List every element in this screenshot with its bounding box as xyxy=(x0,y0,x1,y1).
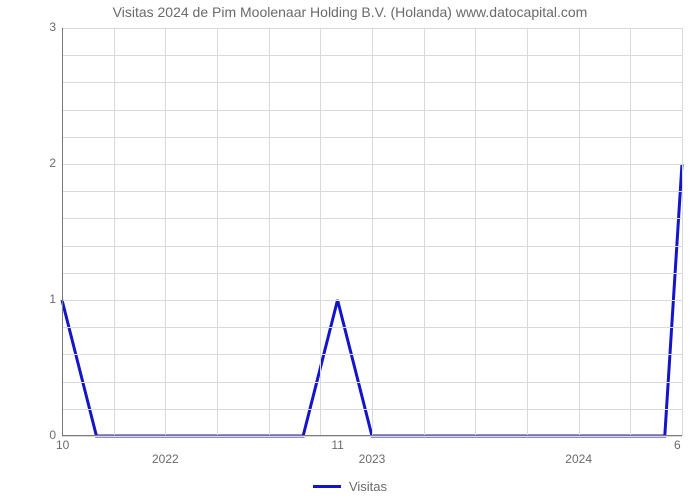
chart-container: { "chart": { "type": "line", "title": "V… xyxy=(0,0,700,500)
chart-title: Visitas 2024 de Pim Moolenaar Holding B.… xyxy=(0,4,700,20)
y-tick-label: 1 xyxy=(26,292,56,306)
gridline-v xyxy=(372,28,373,436)
x-tick-label: 2023 xyxy=(342,452,402,466)
x-tick-label: 2024 xyxy=(549,452,609,466)
gridline-v xyxy=(165,28,166,436)
y-tick-label: 3 xyxy=(26,20,56,34)
plot-area xyxy=(62,28,682,436)
y-tick-label: 0 xyxy=(26,428,56,442)
gridline-v xyxy=(320,28,321,436)
y-tick-label: 2 xyxy=(26,156,56,170)
legend-label: Visitas xyxy=(349,479,387,494)
gridline-v xyxy=(269,28,270,436)
mid-label-11: 11 xyxy=(323,438,353,452)
gridline-v xyxy=(114,28,115,436)
gridline-v xyxy=(527,28,528,436)
gridline-v xyxy=(630,28,631,436)
y-axis-line xyxy=(62,28,63,436)
gridline-v xyxy=(475,28,476,436)
gridline-v xyxy=(682,28,683,436)
legend: Visitas xyxy=(0,475,700,494)
gridline-v xyxy=(579,28,580,436)
legend-line-icon xyxy=(313,485,341,488)
gridline-v xyxy=(424,28,425,436)
gridline-h xyxy=(62,436,682,437)
x-tick-label: 2022 xyxy=(135,452,195,466)
corner-label-right: 6 xyxy=(674,438,681,452)
x-axis-line xyxy=(62,435,682,436)
legend-item-visitas: Visitas xyxy=(313,479,387,494)
corner-label-left: 10 xyxy=(56,438,69,452)
gridline-v xyxy=(217,28,218,436)
